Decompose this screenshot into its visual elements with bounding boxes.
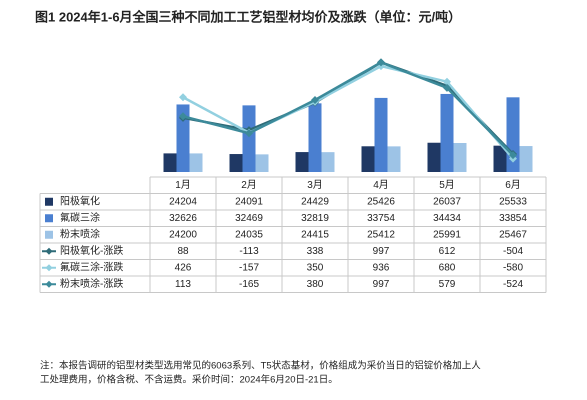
note-line: 注：本报告调研的铝型材类型选用常见的6063系列、T5状态基材，价格组成为采价当…: [40, 360, 481, 372]
bar: [189, 153, 203, 172]
bar: [361, 146, 375, 172]
legend-label: 粉末喷涂: [60, 227, 100, 240]
legend-label: 粉末喷涂-涨跌: [60, 277, 123, 290]
x-tick-label: 5月: [439, 179, 455, 191]
legend-label: 氟碳三涂-涨跌: [60, 260, 123, 273]
table-value: 33754: [367, 213, 395, 224]
x-tick-label: 1月: [175, 179, 191, 191]
bar: [440, 93, 454, 172]
table-value: 25412: [367, 229, 395, 240]
table-value: 113: [175, 279, 191, 290]
table-value: 25426: [367, 196, 395, 207]
table-value: -157: [239, 262, 259, 273]
chart-title: 图1 2024年1-6月全国三种不同加工工艺铝型材均价及涨跌（单位：元/吨）: [35, 9, 461, 24]
x-tick-label: 6月: [505, 179, 521, 191]
table-value: -113: [239, 246, 259, 257]
table-value: 26037: [433, 196, 461, 207]
table-value: -165: [239, 279, 259, 290]
bar: [453, 143, 467, 172]
line: [182, 61, 514, 157]
table-value: 24035: [235, 229, 263, 240]
bar: [255, 154, 269, 172]
x-tick-label: 4月: [373, 179, 389, 191]
legend-label: 阳极氧化: [60, 194, 100, 207]
line-marker: [245, 129, 253, 138]
table-value: 24200: [169, 229, 197, 240]
table-value: 25467: [499, 229, 527, 240]
table-value: 350: [307, 262, 324, 273]
table-value: 25533: [499, 196, 527, 207]
table-value: 24429: [301, 196, 329, 207]
line: [182, 61, 514, 155]
table-value: 426: [175, 262, 192, 273]
table-value: 33854: [499, 213, 527, 224]
table-value: 380: [307, 279, 324, 290]
bar: [176, 104, 190, 172]
table-value: 24415: [301, 229, 329, 240]
legend-key: [45, 197, 53, 206]
bar: [321, 152, 335, 172]
bar: [229, 154, 243, 172]
table-value: 32626: [169, 213, 197, 224]
table-value: 25991: [433, 229, 461, 240]
line: [182, 64, 514, 160]
table-value: -580: [503, 262, 523, 273]
line-marker: [311, 96, 319, 105]
line-marker: [179, 112, 187, 121]
bar: [295, 152, 309, 172]
bar: [163, 153, 177, 172]
table-value: 34434: [433, 213, 461, 224]
bar: [374, 97, 388, 172]
legend-label: 阳极氧化-涨跌: [60, 244, 123, 257]
line-marker: [509, 151, 517, 160]
legend-label: 氟碳三涂: [60, 211, 100, 224]
bar: [427, 142, 441, 172]
table-value: 997: [373, 246, 390, 257]
bar: [519, 146, 533, 172]
table-value: -524: [503, 279, 523, 290]
note-line: 工处理费用，价格含税、不含运费。采价时间：2024年6月20日-21日。: [40, 374, 338, 386]
line-marker: [443, 83, 451, 92]
table-value: 579: [439, 279, 456, 290]
legend-key: [45, 247, 53, 255]
table-value: 32469: [235, 213, 263, 224]
legend-key: [45, 214, 53, 223]
table-value: 612: [439, 246, 456, 257]
legend-key: [45, 230, 53, 239]
table-value: 32819: [301, 213, 329, 224]
table-value: 338: [307, 246, 324, 257]
x-tick-label: 2月: [241, 179, 257, 191]
bar: [308, 103, 322, 172]
table-value: -504: [503, 246, 523, 257]
bar: [493, 145, 507, 172]
table-value: 997: [373, 279, 390, 290]
legend-key: [45, 264, 53, 272]
line-marker: [443, 77, 451, 86]
x-tick-label: 3月: [307, 179, 323, 191]
table-value: 936: [373, 262, 390, 273]
table-value: 24091: [235, 196, 263, 207]
line-marker: [179, 93, 187, 102]
line-marker: [377, 58, 385, 67]
bar: [387, 146, 401, 172]
bar: [242, 105, 256, 172]
table-value: 24204: [169, 196, 197, 207]
legend-key: [45, 280, 53, 288]
table-value: 680: [439, 262, 456, 273]
table-value: 88: [177, 246, 189, 257]
